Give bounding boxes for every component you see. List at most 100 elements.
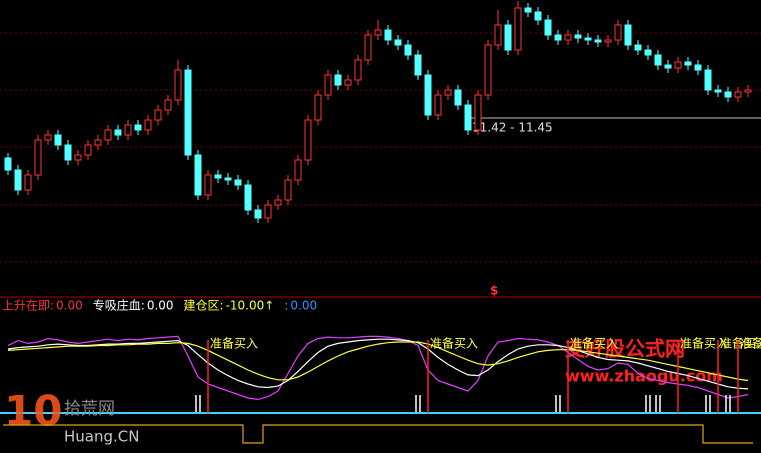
- candle-body: [204, 174, 212, 196]
- candle-body: [624, 24, 632, 46]
- candle-body: [64, 144, 72, 161]
- candle-body: [474, 94, 482, 131]
- candle-body: [84, 144, 92, 156]
- candle-body: [744, 89, 752, 93]
- candle-body: [54, 134, 62, 146]
- candle-body: [514, 7, 522, 51]
- candle-body: [584, 37, 592, 41]
- candle-body: [124, 124, 132, 136]
- candle-body: [414, 54, 422, 76]
- signal-tick: [725, 395, 731, 412]
- candle-body: [244, 184, 252, 211]
- signal-tick: [705, 395, 711, 412]
- header-label: 专吸庄血:: [93, 298, 145, 313]
- header-label: 上升在即:: [2, 299, 54, 313]
- candle-body: [394, 39, 402, 46]
- candle-body: [684, 61, 692, 66]
- candle-body: [44, 134, 52, 141]
- candle-body: [144, 119, 152, 131]
- candle-body: [604, 39, 612, 43]
- candle-body: [374, 29, 382, 36]
- indicator-header: 上升在即: 0.00 专吸庄血: 0.00 建仓区: -10.00↑:0.00: [2, 298, 317, 313]
- candle-body: [384, 29, 392, 41]
- candle-body: [154, 109, 162, 121]
- candle-body: [104, 129, 112, 141]
- candle-body: [94, 139, 102, 146]
- candle-body: [564, 34, 572, 41]
- candle-body: [664, 64, 672, 69]
- signal-tick: [655, 395, 661, 412]
- candle-body: [274, 199, 282, 206]
- candle-body: [194, 154, 202, 196]
- candle-body: [294, 159, 302, 181]
- candle-body: [694, 64, 702, 71]
- candle-body: [74, 154, 82, 161]
- header-value: -10.00↑: [226, 299, 275, 313]
- header-label: 建仓区:: [184, 299, 224, 313]
- candle-body: [34, 139, 42, 176]
- signal-tick: [645, 395, 651, 412]
- header-value: 0.00: [56, 299, 83, 313]
- logo-site: Huang.CN: [64, 428, 139, 446]
- logo-number: 10: [4, 387, 62, 436]
- indicator-line: [7, 338, 749, 390]
- candle-body: [134, 124, 142, 131]
- candle-body: [574, 34, 582, 39]
- signal-label: 准备买入: [430, 337, 478, 351]
- header-label: :: [284, 299, 288, 313]
- candle-body: [454, 89, 462, 106]
- candle-body: [404, 44, 412, 56]
- candle-body: [594, 39, 602, 43]
- signal-tick: [555, 395, 561, 412]
- candle-body: [644, 49, 652, 56]
- marker: $: [490, 284, 498, 298]
- candle-body: [14, 169, 22, 191]
- logo-name: 拾荒网: [64, 399, 115, 419]
- candle-body: [324, 74, 332, 96]
- indicator-line: [7, 341, 749, 382]
- signal-label: 准备买入: [570, 337, 618, 351]
- signal-tick: [415, 395, 421, 412]
- candle-body: [4, 157, 12, 171]
- candle-body: [334, 74, 342, 86]
- candle-body: [24, 174, 32, 191]
- candle-body: [504, 24, 512, 51]
- signal-label: 准备买入: [720, 337, 761, 351]
- candle-body: [724, 91, 732, 98]
- range-annotation: 11.42 - 11.45: [472, 121, 553, 135]
- candle-body: [234, 179, 242, 186]
- candle-body: [544, 19, 552, 36]
- candle-body: [714, 89, 722, 93]
- candle-body: [184, 69, 192, 156]
- state-line: [3, 424, 753, 444]
- candle-body: [284, 179, 292, 201]
- candle-body: [554, 34, 562, 41]
- candle-body: [354, 59, 362, 81]
- candle-body: [524, 7, 532, 13]
- candle-body: [734, 91, 742, 98]
- candle-body: [314, 94, 322, 121]
- indicator-line: [7, 335, 749, 401]
- candle-body: [424, 74, 432, 116]
- candle-body: [214, 174, 222, 179]
- candle-body: [434, 94, 442, 116]
- candle-body: [174, 69, 182, 101]
- candle-body: [344, 79, 352, 86]
- candle-body: [674, 61, 682, 69]
- candle-body: [614, 24, 622, 41]
- candle-body: [224, 177, 232, 181]
- signal-label: 准备买入: [680, 337, 728, 351]
- candle-body: [254, 209, 262, 219]
- candle-body: [264, 204, 272, 219]
- candle-body: [464, 104, 472, 131]
- candle-body: [534, 11, 542, 21]
- candle-body: [164, 99, 172, 111]
- candle-body: [634, 44, 642, 51]
- candle-body: [654, 54, 662, 66]
- candle-body: [484, 44, 492, 96]
- signal-tick: [195, 395, 201, 412]
- signal-label: 准备买入: [210, 337, 258, 351]
- candle-body: [494, 24, 502, 46]
- candle-body: [304, 119, 312, 161]
